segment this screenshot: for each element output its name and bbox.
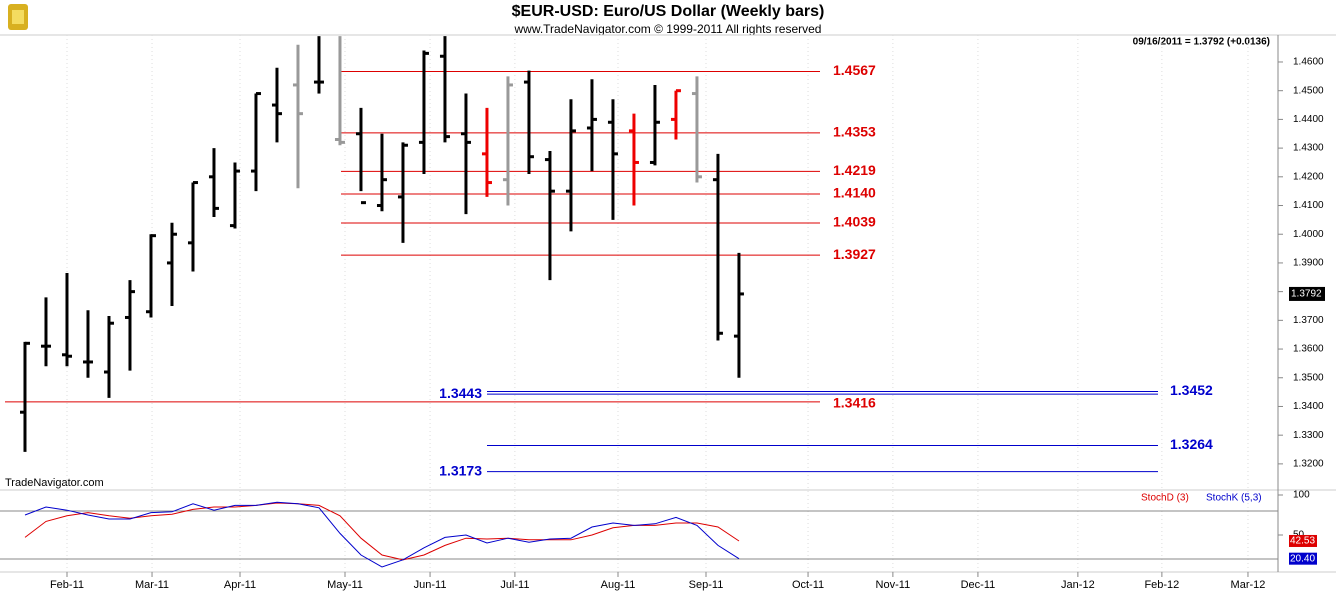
last-value-box xyxy=(1289,552,1317,565)
legend-label: StochK (5,3) xyxy=(1206,493,1262,504)
ohlc-bar xyxy=(271,67,282,143)
ohlc-bar xyxy=(145,234,156,318)
level-label: 1.4353 xyxy=(833,124,876,140)
last-value-label: 20.40 xyxy=(1290,553,1315,564)
chart-subtitle: www.TradeNavigator.com © 1999-2011 All r… xyxy=(514,22,822,36)
ohlc-bar xyxy=(229,162,240,229)
level-label: 1.4219 xyxy=(833,162,876,178)
last-price-box xyxy=(1289,286,1325,301)
x-tick-label: Jan-12 xyxy=(1061,579,1095,591)
level-label: 1.3443 xyxy=(439,385,482,401)
level-label: 1.3173 xyxy=(439,462,482,478)
last-value-label: 42.53 xyxy=(1290,536,1315,547)
x-tick-label: Mar-11 xyxy=(135,579,169,591)
x-tick-label: Dec-11 xyxy=(961,579,996,591)
ohlc-bar xyxy=(292,44,303,189)
ohlc-bar xyxy=(103,316,114,398)
last-value-box xyxy=(1289,534,1317,547)
level-label: 1.3264 xyxy=(1170,436,1213,452)
x-tick-label: May-11 xyxy=(327,579,363,591)
x-tick-label: Nov-11 xyxy=(876,579,911,591)
level-label: 1.4039 xyxy=(833,214,876,230)
ohlc-bar xyxy=(586,79,597,172)
ohlc-bar xyxy=(313,36,324,94)
ohlc-bar xyxy=(670,89,681,140)
x-tick-label: Aug-11 xyxy=(601,579,636,591)
ohlc-bar xyxy=(733,252,744,378)
level-label: 1.3452 xyxy=(1170,382,1213,398)
x-tick-label: Jul-11 xyxy=(500,579,529,591)
ohlc-bar xyxy=(40,297,51,367)
watermark: TradeNavigator.com xyxy=(5,477,104,489)
legend-label: StochD (3) xyxy=(1141,493,1189,504)
y-tick-label: 1.4400 xyxy=(1293,114,1324,125)
ohlc-bar xyxy=(355,107,366,205)
y-tick-label: 1.3400 xyxy=(1293,401,1324,412)
ohlc-bar xyxy=(523,70,534,174)
y-tick-label: 1.3200 xyxy=(1293,459,1324,470)
ohlc-bar xyxy=(481,107,492,197)
last-price-label: 1.3792 xyxy=(1291,289,1322,300)
ohlc-bar xyxy=(418,50,429,174)
ohlc-bar xyxy=(376,133,387,212)
ohlc-bar xyxy=(334,36,345,146)
ohlc-bar xyxy=(82,310,93,378)
x-tick-label: Oct-11 xyxy=(792,579,824,591)
x-tick-label: Mar-12 xyxy=(1231,579,1266,591)
ohlc-bar xyxy=(691,76,702,183)
ohlc-bar xyxy=(544,150,555,281)
y-tick-label: 1.3500 xyxy=(1293,372,1324,383)
level-label: 1.4140 xyxy=(833,185,876,201)
y-tick-label: 1.3300 xyxy=(1293,430,1324,441)
ohlc-bar xyxy=(712,153,723,341)
ohlc-bar xyxy=(187,181,198,272)
level-label: 1.3416 xyxy=(833,395,876,411)
ohlc-bar xyxy=(628,113,639,206)
y-tick-label: 1.4100 xyxy=(1293,200,1324,211)
x-tick-label: Apr-11 xyxy=(224,579,256,591)
y-tick-label: 1.4600 xyxy=(1293,57,1324,68)
y-tick-label: 100 xyxy=(1293,490,1310,501)
y-tick-label: 1.4300 xyxy=(1293,143,1324,154)
y-tick-label: 1.4500 xyxy=(1293,85,1324,96)
logo xyxy=(8,4,28,30)
ohlc-bar xyxy=(649,84,660,166)
ohlc-bar xyxy=(460,93,471,215)
y-tick-label: 1.3600 xyxy=(1293,344,1324,355)
level-label: 1.4567 xyxy=(833,62,876,78)
x-tick-label: Jun-11 xyxy=(414,579,447,591)
ohlc-bar xyxy=(208,148,219,217)
ohlc-bar xyxy=(439,36,450,143)
ohlc-bar xyxy=(250,92,261,192)
x-tick-label: Feb-11 xyxy=(50,579,84,591)
ohlc-bar xyxy=(565,99,576,232)
ohlc-bar xyxy=(397,142,408,243)
ohlc-bar xyxy=(607,99,618,220)
x-tick-label: Sep-11 xyxy=(689,579,724,591)
ohlc-bar xyxy=(61,272,72,367)
y-tick-label: 1.4200 xyxy=(1293,171,1324,182)
x-tick-label: Feb-12 xyxy=(1144,579,1179,591)
indicator-line xyxy=(24,501,740,568)
ohlc-bar xyxy=(166,222,177,306)
ohlc-bar xyxy=(124,280,135,371)
level-label: 1.3927 xyxy=(833,246,876,262)
y-tick-label: 1.3700 xyxy=(1293,315,1324,326)
indicator-line xyxy=(24,502,740,561)
header-note: 09/16/2011 = 1.3792 (+0.0136) xyxy=(1133,37,1270,48)
ohlc-bar xyxy=(502,76,513,206)
chart-title: $EUR-USD: Euro/US Dollar (Weekly bars) xyxy=(512,3,825,20)
y-tick-label: 1.3900 xyxy=(1293,258,1324,269)
ohlc-bar xyxy=(19,341,30,452)
y-tick-label: 1.4000 xyxy=(1293,229,1324,240)
